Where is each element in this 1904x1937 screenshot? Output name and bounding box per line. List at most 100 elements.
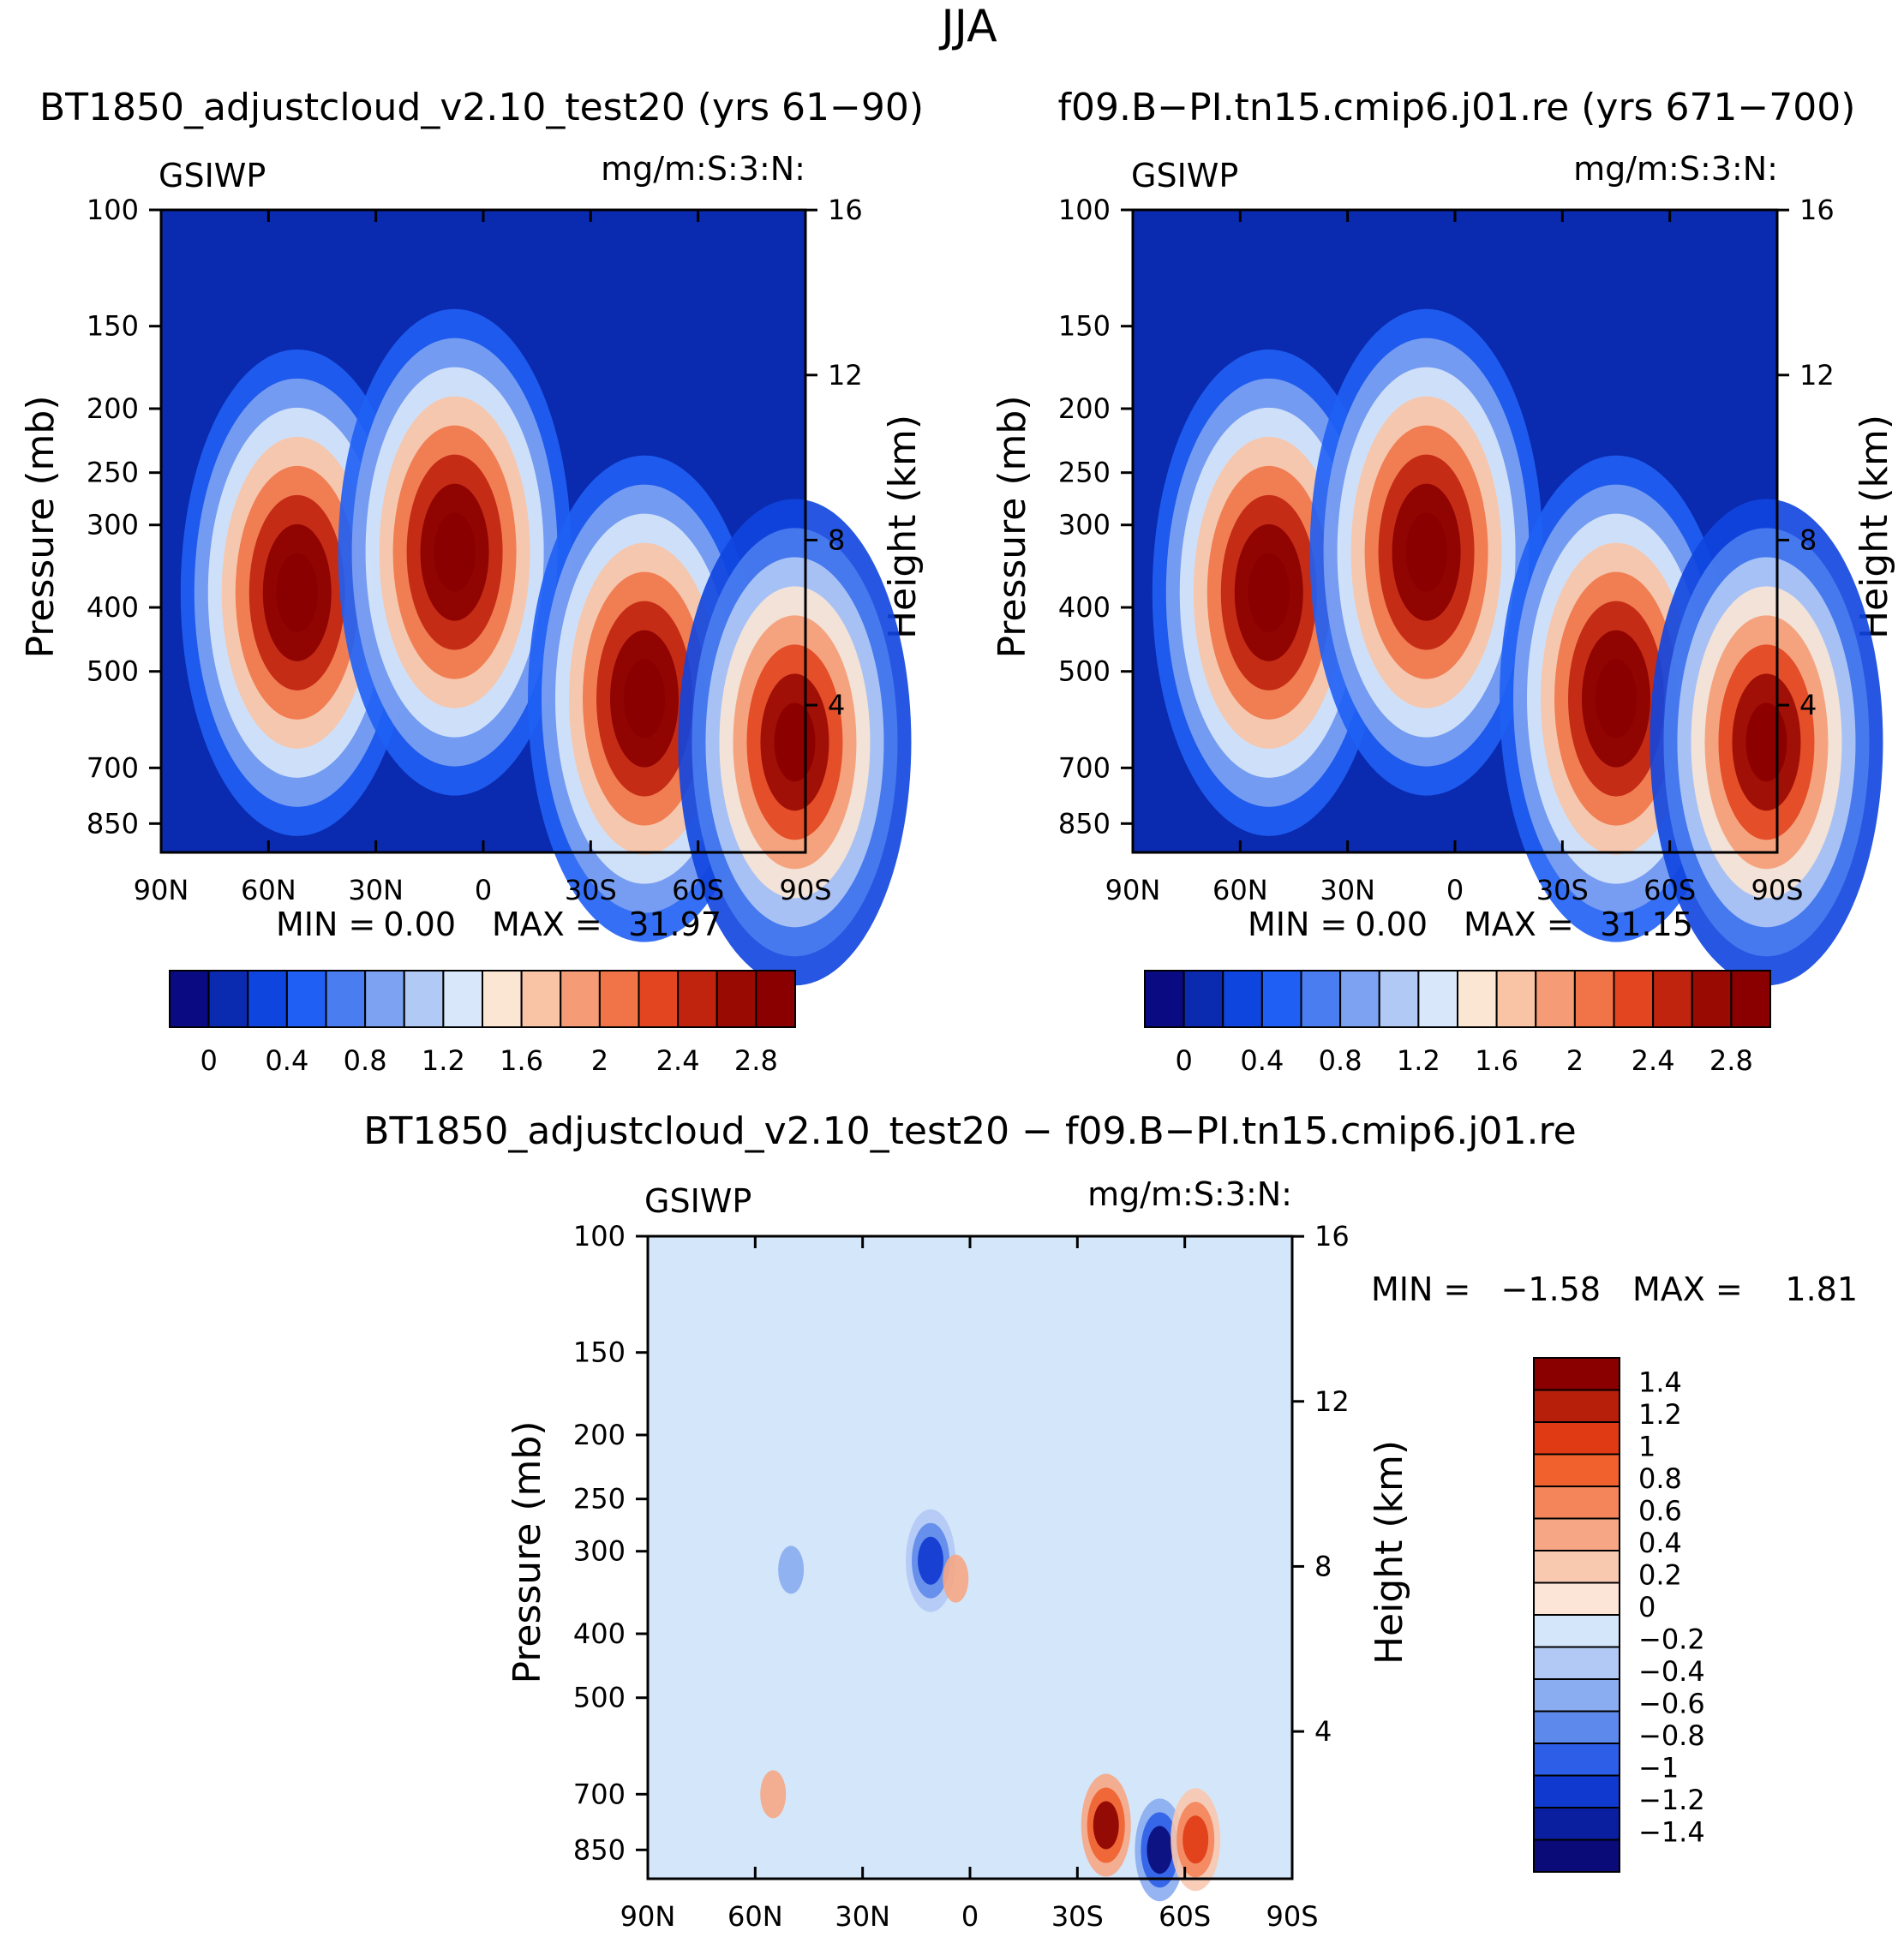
right-y-tick-label-5: 400 bbox=[1058, 591, 1111, 624]
diff-x-tick-label-3: 0 bbox=[961, 1900, 979, 1933]
diff-feature-4-ring-1 bbox=[943, 1554, 969, 1603]
diff-colorbar-label-5: 0.4 bbox=[1638, 1527, 1682, 1559]
diff-colorbar-label-13: −1.2 bbox=[1638, 1784, 1705, 1816]
diff-y-tick-label-3: 250 bbox=[573, 1483, 626, 1516]
left-panel: BT1850_adjustcloud_v2.10_test20 (yrs 61−… bbox=[19, 86, 925, 1077]
right-panel: f09.B−PI.tn15.cmip6.j01.re (yrs 671−700)… bbox=[991, 86, 1896, 1077]
right-colorbar-box-11 bbox=[1573, 970, 1615, 1028]
left-colorbar-label-5: 2 bbox=[591, 1044, 608, 1077]
diff-y-axis-label: Pressure (mb) bbox=[506, 1421, 549, 1684]
right-x-tick-label-1: 60N bbox=[1212, 874, 1268, 906]
diff-colorbar-box-1 bbox=[1533, 1389, 1620, 1423]
right-colorbar-box-8 bbox=[1457, 970, 1498, 1028]
diff-colorbar-label-6: 0.2 bbox=[1638, 1559, 1682, 1592]
left-units-label: mg/m:S:3:N: bbox=[601, 150, 805, 188]
right-min-label: MIN = bbox=[1248, 906, 1347, 943]
left-y-axis-label: Pressure (mb) bbox=[19, 396, 63, 659]
left-colorbar-label-1: 0.4 bbox=[265, 1044, 308, 1077]
right-y-tick-label-2: 200 bbox=[1058, 392, 1111, 425]
diff-panel-title: BT1850_adjustcloud_v2.10_test20 − f09.B−… bbox=[363, 1109, 1576, 1153]
left-colorbar-box-0 bbox=[169, 970, 210, 1028]
right-x-tick-label-4: 30S bbox=[1536, 874, 1589, 906]
left-colorbar-box-11 bbox=[598, 970, 640, 1028]
right-max-value: 31.15 bbox=[1600, 906, 1693, 943]
right-max-label: MAX = bbox=[1464, 906, 1574, 943]
left-colorbar-box-7 bbox=[442, 970, 483, 1028]
diff-min-value: −1.58 bbox=[1501, 1270, 1601, 1308]
diff-max-label: MAX = bbox=[1632, 1270, 1743, 1308]
right-colorbar-box-0 bbox=[1144, 970, 1185, 1028]
diff-colorbar-box-15 bbox=[1533, 1838, 1620, 1873]
diff-y-tick-label-1: 150 bbox=[573, 1336, 626, 1369]
left-x-tick-label-2: 30N bbox=[348, 874, 404, 906]
left-colorbar-box-5 bbox=[364, 970, 405, 1028]
diff-x-tick-label-2: 30N bbox=[835, 1900, 890, 1933]
diff-colorbar-box-12 bbox=[1533, 1743, 1620, 1777]
left-y-tick-label-2: 200 bbox=[87, 392, 139, 425]
left-colorbar-box-12 bbox=[638, 970, 680, 1028]
diff-x-tick-label-5: 60S bbox=[1159, 1900, 1211, 1933]
diff-feature-2-ring-1 bbox=[1183, 1815, 1209, 1864]
diff-y-tick-label-0: 100 bbox=[573, 1220, 626, 1252]
right-plot-area bbox=[1131, 208, 1883, 986]
diff-x-tick-label-4: 30S bbox=[1051, 1900, 1104, 1933]
right-x-tick-label-6: 90S bbox=[1751, 874, 1803, 906]
diff-max-value: 1.81 bbox=[1785, 1270, 1858, 1308]
diff-y-tick-label-2: 200 bbox=[573, 1419, 626, 1451]
right-feature-0-ring-1 bbox=[1248, 553, 1290, 632]
diff-colorbar-label-8: −0.2 bbox=[1638, 1623, 1705, 1656]
diff-colorbar-box-13 bbox=[1533, 1774, 1620, 1808]
diff-x-tick-label-6: 90S bbox=[1266, 1900, 1318, 1933]
right-variable-label: GSIWP bbox=[1131, 157, 1238, 194]
diff-colorbar-box-14 bbox=[1533, 1807, 1620, 1841]
diff-min-label: MIN = bbox=[1371, 1270, 1470, 1308]
right-min-value: 0.00 bbox=[1355, 906, 1428, 943]
right-colorbar-label-0: 0 bbox=[1175, 1044, 1192, 1077]
diff-plot-background bbox=[648, 1236, 1292, 1879]
right-colorbar-label-5: 2 bbox=[1566, 1044, 1584, 1077]
diff-colorbar-label-2: 1 bbox=[1638, 1431, 1656, 1463]
left-max-value: 31.97 bbox=[628, 906, 721, 943]
diff-variable-label: GSIWP bbox=[644, 1182, 751, 1220]
left-colorbar-label-6: 2.4 bbox=[656, 1044, 700, 1077]
diff-colorbar-box-3 bbox=[1533, 1453, 1620, 1487]
diff-colorbar-label-11: −0.8 bbox=[1638, 1719, 1705, 1752]
diff-x-tick-label-0: 90N bbox=[620, 1900, 676, 1933]
right-units-label: mg/m:S:3:N: bbox=[1573, 150, 1778, 188]
diff-plot-area bbox=[646, 1235, 1294, 1902]
diff-y-tick-label-6: 500 bbox=[573, 1682, 626, 1714]
right-feature-1-ring-1 bbox=[1405, 512, 1447, 592]
right-x-tick-label-3: 0 bbox=[1446, 874, 1464, 906]
diff-colorbar-box-4 bbox=[1533, 1486, 1620, 1520]
right-feature-3-ring-1 bbox=[1745, 702, 1787, 782]
right-y-right-tick-label-3: 4 bbox=[1799, 689, 1817, 721]
left-axis-ticks: 90N 60N 30N 0 30S 60S 90S 100 150 200 250 300 400 500… bbox=[87, 194, 863, 906]
diff-colorbar-box-11 bbox=[1533, 1710, 1620, 1744]
right-x-tick-label-2: 30N bbox=[1320, 874, 1375, 906]
left-colorbar-label-2: 0.8 bbox=[344, 1044, 387, 1077]
diff-colorbar-label-1: 1.2 bbox=[1638, 1398, 1682, 1431]
left-y-tick-label-7: 700 bbox=[87, 751, 139, 784]
right-y-tick-label-1: 150 bbox=[1058, 310, 1111, 343]
diff-feature-0-ring-1 bbox=[1093, 1801, 1119, 1850]
right-x-tick-label-0: 90N bbox=[1105, 874, 1161, 906]
right-colorbar: 0 0.4 0.8 1.2 1.6 2 2.4 2.8 bbox=[1144, 970, 1771, 1077]
left-x-tick-label-6: 90S bbox=[779, 874, 831, 906]
right-colorbar-box-3 bbox=[1260, 970, 1302, 1028]
right-colorbar-box-9 bbox=[1495, 970, 1537, 1028]
diff-panel: BT1850_adjustcloud_v2.10_test20 − f09.B−… bbox=[363, 1109, 1858, 1933]
diff-y-right-axis-label: Height (km) bbox=[1368, 1440, 1411, 1665]
diff-colorbar: 1.41.210.80.60.40.20−0.2−0.4−0.6−0.8−1−1… bbox=[1533, 1357, 1705, 1873]
left-feature-0-ring-1 bbox=[276, 553, 318, 632]
diff-colorbar-box-7 bbox=[1533, 1581, 1620, 1616]
left-colorbar-box-2 bbox=[247, 970, 288, 1028]
left-y-right-tick-label-1: 12 bbox=[828, 359, 863, 392]
left-y-right-tick-label-2: 8 bbox=[828, 523, 845, 556]
diff-feature-1-ring-1 bbox=[1147, 1826, 1173, 1874]
left-y-tick-label-3: 250 bbox=[87, 457, 139, 489]
left-colorbar-box-1 bbox=[207, 970, 249, 1028]
right-colorbar-box-6 bbox=[1378, 970, 1420, 1028]
left-panel-title: BT1850_adjustcloud_v2.10_test20 (yrs 61−… bbox=[39, 86, 924, 129]
right-y-right-tick-label-0: 16 bbox=[1799, 194, 1835, 226]
